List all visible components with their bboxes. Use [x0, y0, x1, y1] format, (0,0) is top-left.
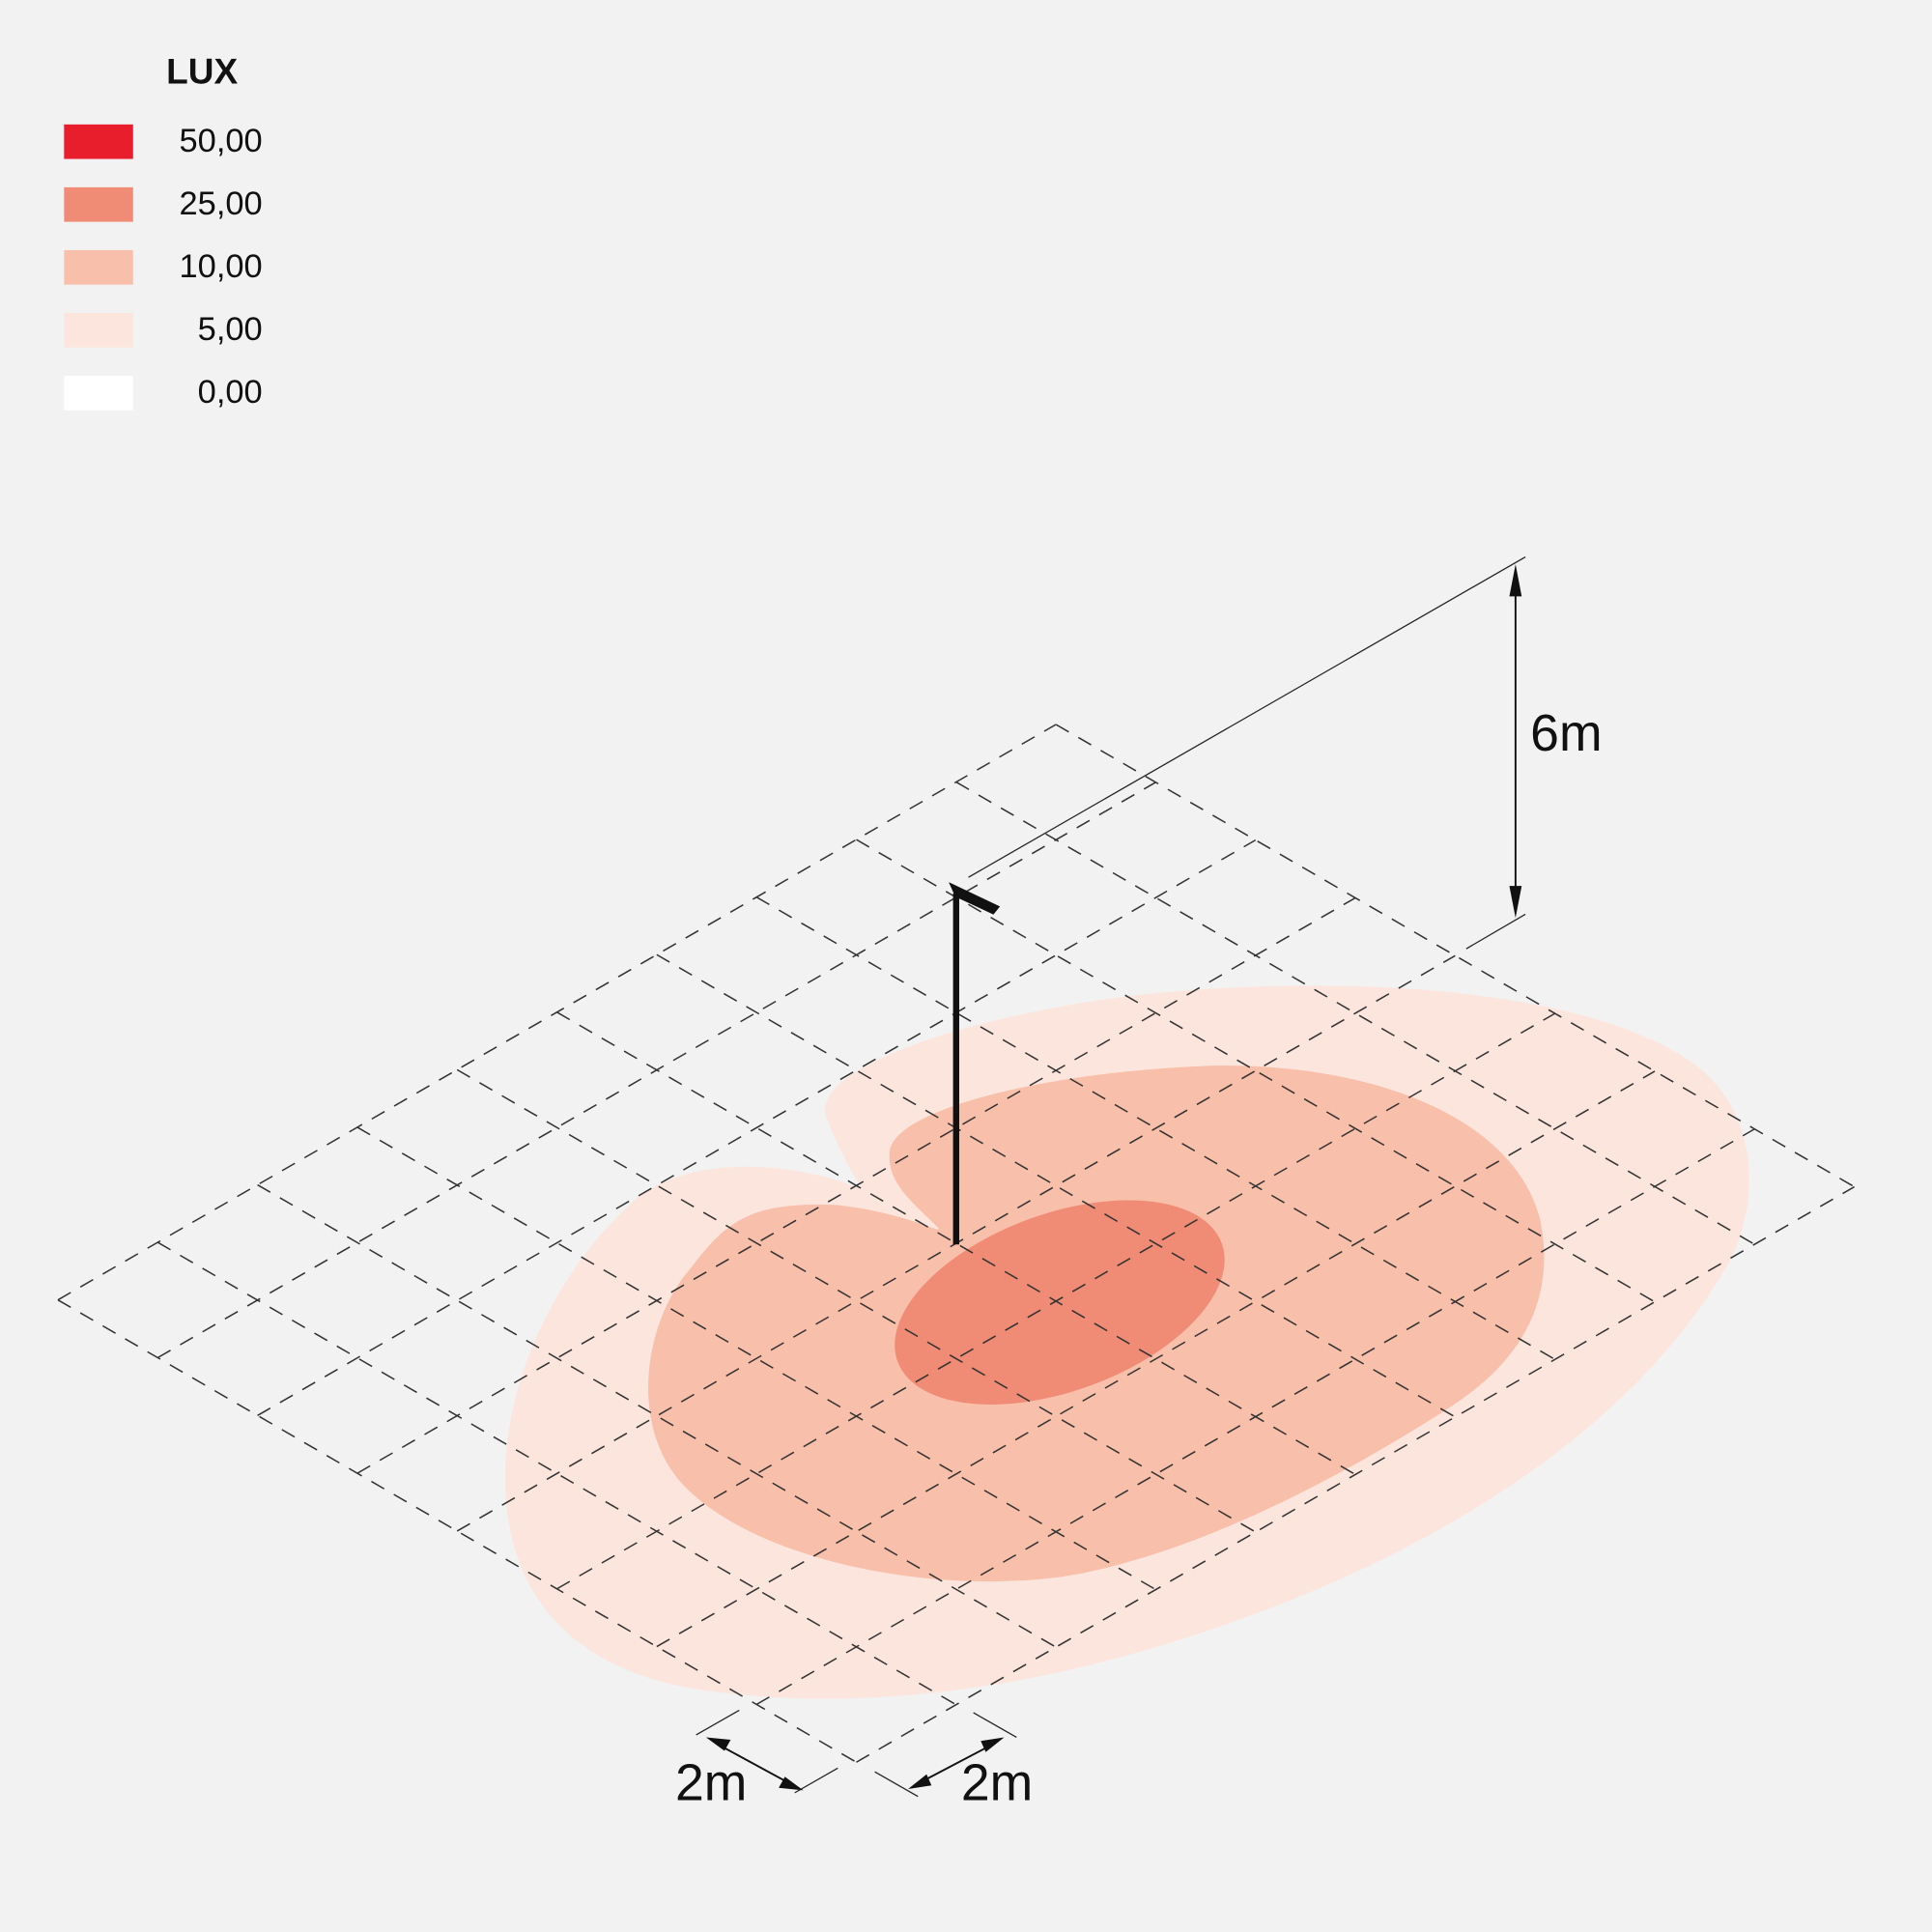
legend-swatch — [64, 124, 133, 159]
legend-label: 0,00 — [198, 374, 263, 411]
grid-line — [856, 1185, 1856, 1763]
dimension-lines — [696, 1709, 1017, 1798]
luminaire — [949, 882, 1001, 915]
dimension-arrow — [720, 1745, 792, 1785]
dimension-line — [968, 555, 1526, 878]
grid-line — [656, 1070, 1656, 1648]
grid-line — [755, 1128, 1755, 1706]
arrow-head — [705, 1737, 804, 1791]
legend: 50,00 25,00 10,00 5,00 0,00 — [64, 123, 263, 411]
height-label: 6m — [1530, 705, 1602, 762]
legend-label: 50,00 — [180, 123, 263, 159]
legend-swatch — [64, 186, 133, 222]
legend-swatch — [64, 376, 133, 411]
legend-label: 10,00 — [180, 248, 263, 285]
grid-line — [57, 724, 1057, 1301]
legend-title: LUX — [166, 51, 238, 91]
legend-swatch — [64, 249, 133, 285]
legend-swatch — [64, 312, 133, 348]
grid-line — [257, 838, 1257, 1416]
grid-line — [156, 781, 1156, 1359]
dimension-line — [1465, 913, 1526, 950]
legend-label: 25,00 — [180, 185, 263, 222]
ground-grid — [57, 724, 1856, 1763]
grid-right-label: 2m — [961, 1755, 1033, 1812]
grid-line — [556, 1012, 1556, 1590]
dimension-arrow — [921, 1744, 993, 1783]
grid-left-label: 2m — [675, 1755, 747, 1812]
arrow-head — [908, 1737, 1005, 1790]
legend-label: 5,00 — [198, 311, 263, 348]
grid-line — [356, 896, 1356, 1474]
